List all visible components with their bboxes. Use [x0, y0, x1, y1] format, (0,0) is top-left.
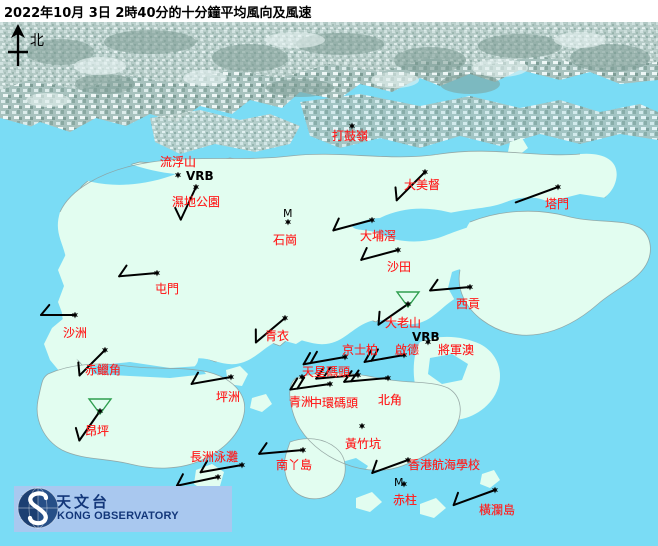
- station-marker[interactable]: [421, 168, 429, 176]
- station-label: 北角: [378, 393, 403, 407]
- station-marker[interactable]: [400, 480, 408, 488]
- station-label: 赤柱: [393, 493, 418, 507]
- station-label: 啟德: [395, 343, 420, 357]
- station-label: 中環碼頭: [310, 396, 359, 410]
- station-label: 香港航海學校: [408, 458, 481, 472]
- station-label: 長洲泳灘: [190, 450, 239, 464]
- station-marker[interactable]: [326, 380, 334, 388]
- station-marker[interactable]: [281, 314, 289, 322]
- station-label: 大埔滘: [360, 229, 397, 243]
- wind-barb: [332, 217, 373, 232]
- station-label: 石崗: [273, 233, 298, 247]
- station-label: 西貢: [456, 297, 481, 311]
- wind-barb: [363, 348, 405, 363]
- station-marker[interactable]: [404, 300, 412, 308]
- station-label: 黃竹坑: [345, 437, 382, 451]
- wind-barb: [199, 459, 243, 474]
- wind-barb: [429, 278, 471, 292]
- variable-wind-marker: VRB: [412, 330, 440, 344]
- title-bar: 2022年10月 3日 2時40分的十分鐘平均風向及風速: [0, 0, 658, 22]
- station-marker[interactable]: [466, 283, 474, 291]
- station-label: 濕地公園: [172, 195, 221, 209]
- station-marker[interactable]: [354, 371, 362, 379]
- wind-barb: [360, 247, 399, 261]
- gale-warning-triangle: [395, 291, 421, 309]
- station-label: 流浮山: [160, 155, 197, 169]
- station-label: 赤鱲角: [85, 363, 122, 377]
- north-label: 北: [30, 33, 44, 49]
- wind-barbs-layer: [40, 171, 559, 507]
- station-marker[interactable]: [174, 171, 182, 179]
- wind-barb: [377, 303, 409, 326]
- station-marker[interactable]: [348, 122, 356, 130]
- station-label: 塔門: [545, 197, 570, 211]
- variable-wind-marker: VRB: [186, 169, 214, 183]
- station-label: 天星碼頭: [302, 365, 351, 379]
- station-marker[interactable]: [384, 374, 392, 382]
- wind-barb: [174, 186, 197, 221]
- maintenance-marker: M: [394, 476, 404, 489]
- wind-barb: [175, 473, 219, 487]
- wind-barb: [74, 410, 101, 442]
- station-marker[interactable]: [96, 407, 104, 415]
- station-label: 青洲: [289, 395, 314, 409]
- hko-logo: 香港天文台 HONG KONG OBSERVATORY: [14, 486, 232, 532]
- station-marker[interactable]: [238, 461, 246, 469]
- station-marker[interactable]: [400, 351, 408, 359]
- station-marker[interactable]: [298, 373, 306, 381]
- wind-barb: [40, 303, 76, 316]
- station-label: 青衣: [265, 329, 290, 343]
- wind-barb: [452, 489, 496, 507]
- station-label: 沙田: [387, 260, 412, 274]
- wind-barb: [315, 366, 359, 380]
- station-label: 屯門: [155, 282, 180, 296]
- station-label: 沙洲: [63, 326, 88, 340]
- station-marker[interactable]: [101, 346, 109, 354]
- station-marker[interactable]: [227, 373, 235, 381]
- map-canvas: 北 流浮山 VRB 濕地公園 打鼓嶺 大美督 塔門 石崗 M 大埔滘 沙田 屯門 西貢 沙洲 青衣 大老山赤…: [0, 22, 658, 546]
- station-label: 大美督: [404, 178, 441, 192]
- station-marker[interactable]: [404, 456, 412, 464]
- wind-barb: [254, 317, 286, 344]
- station-marker[interactable]: [192, 183, 200, 191]
- hko-name-english: HONG KONG OBSERVATORY: [20, 510, 179, 523]
- north-arrow-icon: [8, 24, 28, 66]
- station-label: 大老山: [385, 316, 422, 330]
- station-marker[interactable]: [284, 218, 292, 226]
- station-marker[interactable]: [299, 446, 307, 454]
- wind-barb: [118, 264, 158, 278]
- wind-barb: [302, 350, 346, 366]
- station-label: 打鼓嶺: [332, 129, 369, 143]
- station-marker[interactable]: [358, 422, 366, 430]
- station-label: 京士柏: [342, 343, 379, 357]
- station-label: 南丫島: [276, 458, 313, 472]
- station-marker[interactable]: [214, 473, 222, 481]
- station-marker[interactable]: [424, 338, 432, 346]
- wind-barb: [371, 459, 409, 474]
- page-title: 2022年10月 3日 2時40分的十分鐘平均風向及風速: [4, 6, 312, 21]
- wind-barb: [77, 349, 106, 377]
- wind-barb: [190, 371, 232, 385]
- gale-warning-triangle: [87, 398, 113, 416]
- station-marker[interactable]: [71, 311, 79, 319]
- wind-barb: [289, 376, 331, 391]
- hko-spiral-icon: [17, 487, 59, 529]
- station-label: 昂坪: [85, 424, 110, 438]
- wind-barb: [394, 171, 426, 202]
- station-marker[interactable]: [153, 269, 161, 277]
- wind-barb: [514, 186, 559, 204]
- station-marker[interactable]: [394, 246, 402, 254]
- station-marker[interactable]: [341, 353, 349, 361]
- station-label: 將軍澳: [438, 343, 475, 357]
- station-marker[interactable]: [554, 183, 562, 191]
- station-marker[interactable]: [368, 216, 376, 224]
- station-marker[interactable]: [491, 486, 499, 494]
- wind-barb: [258, 442, 304, 455]
- station-label: 橫瀾島: [479, 503, 516, 517]
- maintenance-marker: M: [283, 207, 293, 220]
- station-label: 坪洲: [216, 390, 241, 404]
